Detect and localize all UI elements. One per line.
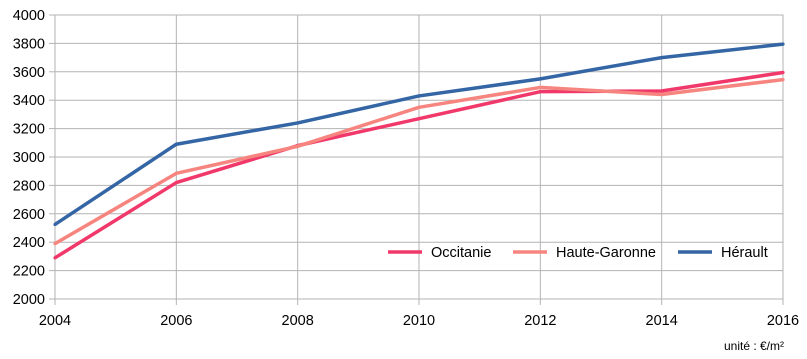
data-point: [781, 70, 785, 75]
y-tick-label: 2200: [13, 264, 45, 280]
data-point: [296, 121, 300, 125]
y-tick-label: 2000: [13, 292, 45, 308]
y-tick-label: 3600: [13, 65, 45, 81]
y-tick-label: 3800: [13, 36, 45, 52]
x-tick-label: 2014: [646, 313, 678, 329]
legend-label: Hérault: [721, 245, 768, 261]
legend-item: Occitanie: [388, 245, 491, 261]
data-point: [781, 42, 785, 46]
legend-item: Hérault: [678, 245, 768, 261]
y-axis-ticks: 2000 2200 2400 2600 2800 3000 3200 3400 3600 3800…: [13, 8, 55, 308]
unit-note: unité : €/m²: [724, 339, 784, 353]
data-point: [538, 77, 542, 81]
data-point: [538, 85, 542, 90]
y-tick-label: 4000: [13, 8, 45, 24]
data-point: [417, 117, 421, 121]
y-tick-label: 3200: [13, 122, 45, 138]
data-point: [53, 256, 57, 260]
data-point: [174, 142, 178, 146]
x-tick-label: 2004: [39, 313, 71, 329]
y-tick-label: 3000: [13, 150, 45, 166]
x-tick-label: 2012: [524, 313, 556, 329]
series-lines: [53, 42, 785, 260]
legend: Occitanie Haute-Garonne Hérault: [388, 245, 768, 261]
data-point: [538, 90, 542, 94]
y-tick-label: 3400: [13, 93, 45, 109]
legend-item: Haute-Garonne: [513, 245, 656, 261]
data-point: [660, 89, 664, 93]
data-point: [781, 78, 785, 82]
data-point: [53, 242, 57, 246]
y-tick-label: 2600: [13, 207, 45, 223]
data-point: [296, 144, 300, 148]
data-point: [417, 94, 421, 98]
data-point: [174, 180, 178, 185]
y-tick-label: 2800: [13, 178, 45, 194]
x-tick-label: 2006: [160, 313, 192, 329]
data-point: [660, 56, 664, 60]
data-point: [660, 92, 664, 97]
legend-label: Haute-Garonne: [556, 245, 656, 261]
data-point: [174, 171, 178, 175]
x-tick-label: 2008: [282, 313, 314, 329]
x-tick-label: 2016: [767, 313, 799, 329]
data-point: [53, 222, 57, 227]
y-tick-label: 2400: [13, 235, 45, 251]
x-tick-label: 2010: [403, 313, 435, 329]
legend-label: Occitanie: [431, 245, 491, 261]
data-point: [417, 105, 421, 109]
x-axis-ticks: 2004 2006 2008 2010 2012 2014 2016: [39, 299, 799, 329]
